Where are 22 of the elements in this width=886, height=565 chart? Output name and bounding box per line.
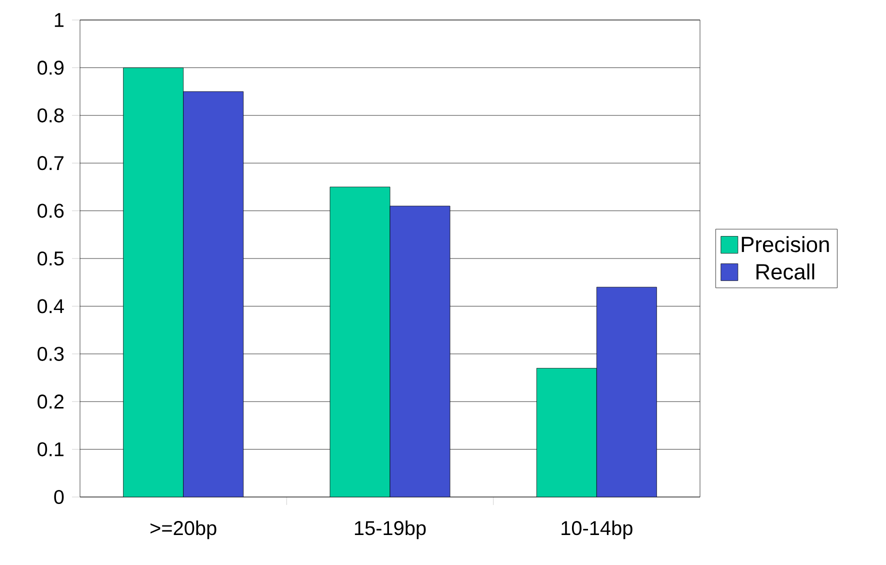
y-tick-label: 1 <box>54 13 64 27</box>
x-tick-label: 15-19bp <box>354 520 426 540</box>
y-tick-label: 0.3 <box>38 346 64 361</box>
y-tick-label: 0.1 <box>38 442 64 456</box>
bar <box>596 286 657 497</box>
legend-label: Recall <box>756 263 814 280</box>
bar <box>536 368 597 497</box>
bar <box>123 67 184 497</box>
y-tick-label: 0.9 <box>38 60 64 75</box>
y-tick-label: 0.2 <box>38 394 64 409</box>
y-tick-label: 0.7 <box>38 156 64 170</box>
bar <box>390 206 450 497</box>
x-tick-label: >=20bp <box>150 520 216 540</box>
y-tick-label: 0.6 <box>38 204 64 218</box>
bar <box>330 186 390 497</box>
x-tick-label: 10-14bp <box>562 520 632 540</box>
y-tick-label: 0.5 <box>38 251 64 266</box>
legend-label: Precision <box>742 236 829 252</box>
bar <box>183 91 244 497</box>
y-tick-label: 0 <box>54 490 64 504</box>
y-tick-label: 0.8 <box>38 108 64 122</box>
y-tick-label: 0.4 <box>38 299 64 314</box>
